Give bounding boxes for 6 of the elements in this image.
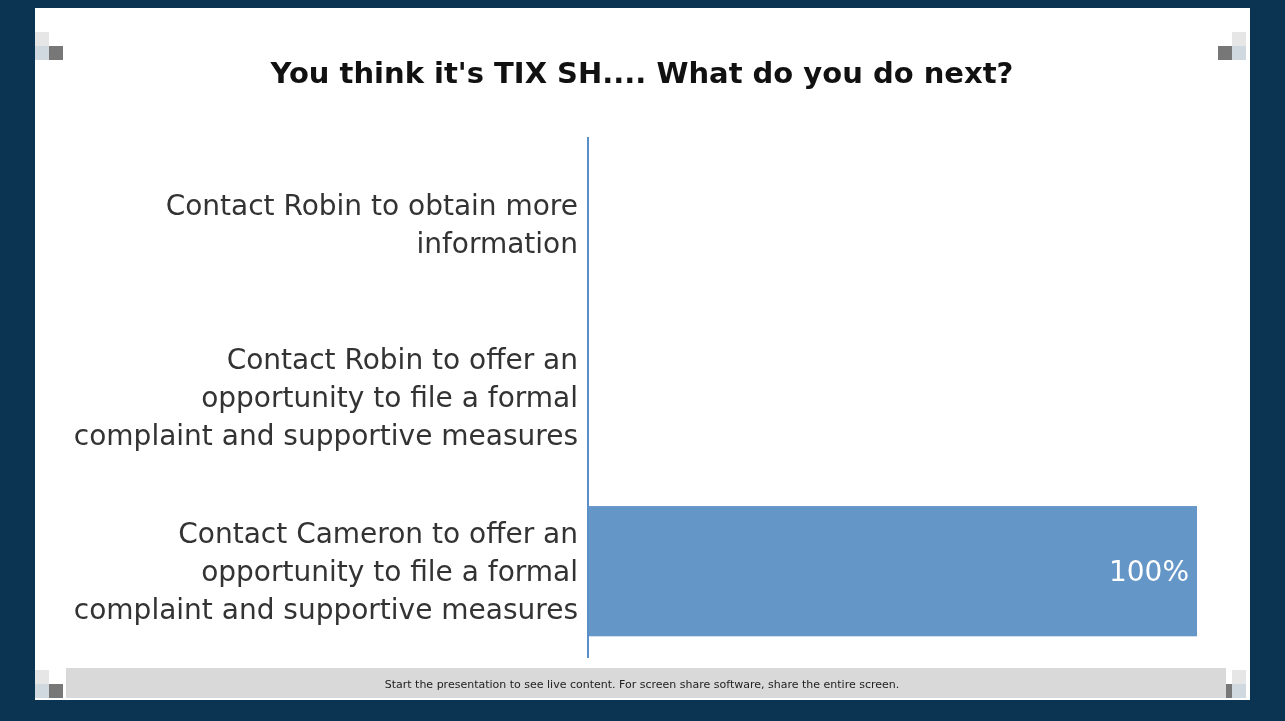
y-tick-label: Contact Robin to obtain more information: [165, 188, 578, 260]
data-label: 100%: [1108, 554, 1189, 588]
text: Start the presentation to see live content. For screen share software, share the entire screen.: [384, 678, 900, 691]
y-tick-label: Contact Robin to offer an opportunity to file a formal complaint and supportive measures: [73, 343, 578, 453]
y-tick-label: Contact Cameron to offer an opportunity to file a formal complaint and supportive measures: [73, 516, 578, 626]
chart-title: You think it's TIX SH.... What do you do next?: [269, 56, 1014, 90]
